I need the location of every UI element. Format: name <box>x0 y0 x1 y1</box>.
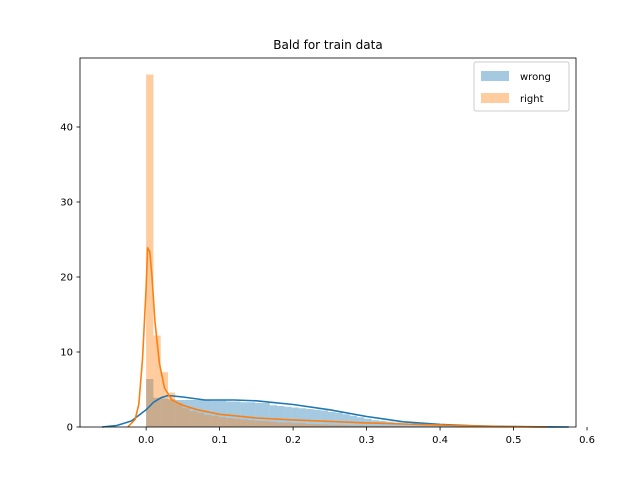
right-bar <box>204 415 211 427</box>
right-bar <box>241 420 248 428</box>
x-tick-label: 0.4 <box>432 435 448 446</box>
right-bar <box>212 416 219 427</box>
x-tick-label: 0.0 <box>138 435 154 446</box>
right-bar <box>175 403 182 427</box>
x-tick-label: 0.6 <box>579 435 595 446</box>
right-bar <box>270 422 277 427</box>
y-tick-label: 0 <box>67 423 73 434</box>
chart-title: Bald for train data <box>273 38 382 52</box>
y-tick-label: 40 <box>60 123 73 134</box>
right-bar <box>226 418 233 427</box>
right-bar <box>292 423 299 427</box>
x-tick-label: 0.5 <box>506 435 522 446</box>
right-bar <box>306 424 313 427</box>
right-bar <box>168 393 175 428</box>
right-bar <box>255 421 262 427</box>
right-bar <box>161 372 168 427</box>
right-bar <box>248 420 255 427</box>
x-tick-label: 0.1 <box>212 435 228 446</box>
legend-label-right: right <box>520 94 544 105</box>
y-tick-label: 30 <box>60 198 73 209</box>
right-bar <box>313 424 320 427</box>
right-bar <box>219 417 226 427</box>
x-tick-label: 0.2 <box>285 435 301 446</box>
right-bar <box>299 423 306 427</box>
legend-swatch-wrong <box>481 71 509 81</box>
right-bar <box>277 423 284 428</box>
x-tick-label: 0.3 <box>359 435 375 446</box>
y-tick-label: 10 <box>60 348 73 359</box>
right-bar <box>197 413 204 427</box>
right-bar <box>284 423 291 428</box>
legend: wrong right <box>474 62 569 111</box>
wrong-bar <box>343 414 350 427</box>
y-tick-label: 20 <box>60 273 73 284</box>
wrong-bar <box>350 416 357 427</box>
legend-swatch-right <box>481 93 509 103</box>
right-bar <box>263 421 270 427</box>
legend-label-wrong: wrong <box>520 72 551 83</box>
right-bar <box>153 336 160 428</box>
right-bar <box>233 419 240 427</box>
right-bar <box>190 411 197 427</box>
right-bar <box>183 408 190 427</box>
